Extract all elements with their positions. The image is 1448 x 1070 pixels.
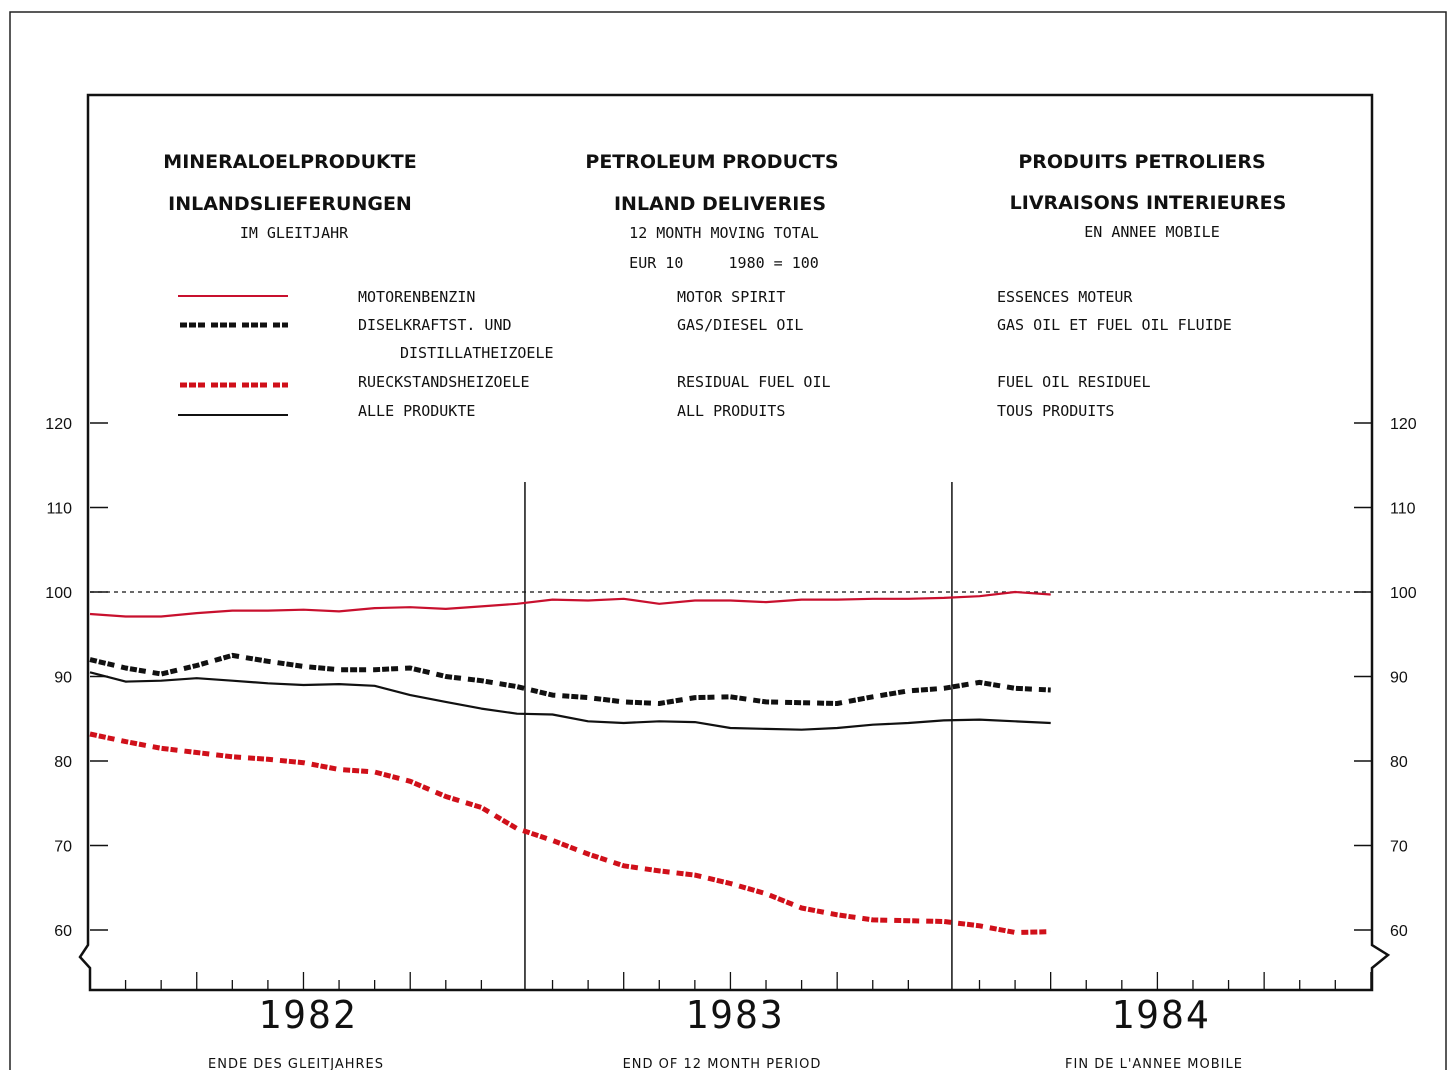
series-gas-diesel <box>89 652 1051 706</box>
header-de-title: MINERALOELPRODUKTE <box>163 151 416 173</box>
header-en-title: PETROLEUM PRODUCTS <box>585 151 838 173</box>
legend-label-en-3: ALL PRODUITS <box>677 402 785 420</box>
legend-label-en-0: MOTOR SPIRIT <box>677 288 785 306</box>
y-tick-label-right: 100 <box>1390 585 1417 602</box>
y-axis: 60 60 70 70 80 80 90 90 100 100 110 110 120 120 <box>45 416 1417 940</box>
legend-label-fr-3: TOUS PRODUITS <box>997 402 1114 420</box>
header-fr-title: PRODUITS PETROLIERS <box>1018 151 1265 173</box>
legend-label-fr-2: FUEL OIL RESIDUEL <box>997 373 1151 391</box>
legend-label-de-2: RUECKSTANDSHEIZOELE <box>358 373 530 391</box>
series-residual <box>89 731 1051 935</box>
header-en-subtitle: INLAND DELIVERIES <box>614 193 826 215</box>
legend-label-fr-0: ESSENCES MOTEUR <box>997 288 1133 306</box>
y-tick-label-left: 90 <box>54 670 72 687</box>
y-tick-label-right: 70 <box>1390 839 1408 856</box>
y-tick-label-right: 120 <box>1390 416 1417 433</box>
series-motor-spirit <box>89 590 1051 618</box>
header-de-subtitle: INLANDSLIEFERUNGEN <box>168 193 412 215</box>
legend-label-en-2: RESIDUAL FUEL OIL <box>677 373 831 391</box>
y-tick-label-left: 120 <box>45 416 72 433</box>
y-tick-label-right: 90 <box>1390 670 1408 687</box>
footer-en: END OF 12 MONTH PERIOD <box>623 1057 822 1070</box>
header-fr-note: EN ANNEE MOBILE <box>1084 223 1219 241</box>
header-en-note: 12 MONTH MOVING TOTAL <box>629 224 819 242</box>
header-en-index-note: EUR 10 1980 = 100 <box>629 254 819 272</box>
y-tick-label-right: 110 <box>1390 501 1416 518</box>
legend-label-fr-1: GAS OIL ET FUEL OIL FLUIDE <box>997 316 1232 334</box>
header-de-note: IM GLEITJAHR <box>240 224 349 242</box>
y-tick-label-right: 80 <box>1390 754 1408 771</box>
year-label-1983: 1983 <box>685 993 785 1037</box>
footer-fr: FIN DE L'ANNEE MOBILE <box>1065 1057 1243 1070</box>
legend-label-en-1: GAS/DIESEL OIL <box>677 316 803 334</box>
legend-label-de-1: DISELKRAFTST. UND <box>358 316 512 334</box>
page-frame <box>9 11 1447 1070</box>
y-tick-label-left: 100 <box>45 585 72 602</box>
y-tick-label-left: 60 <box>54 923 72 940</box>
year-label-1984: 1984 <box>1111 993 1211 1037</box>
header-fr-subtitle: LIVRAISONS INTERIEURES <box>1010 192 1287 214</box>
legend-label-de-0: MOTORENBENZIN <box>358 288 475 306</box>
series-all-products <box>89 671 1051 731</box>
series-group <box>89 590 1051 935</box>
plot-frame <box>78 93 1391 992</box>
y-tick-label-right: 60 <box>1390 923 1408 940</box>
y-tick-label-left: 110 <box>46 501 72 518</box>
legend-label-de-1b: DISTILLATHEIZOELE <box>400 344 554 362</box>
y-tick-label-left: 70 <box>54 839 72 856</box>
legend-label-de-3: ALLE PRODUKTE <box>358 402 475 420</box>
year-label-1982: 1982 <box>258 993 358 1037</box>
x-axis <box>89 482 1372 990</box>
y-tick-label-left: 80 <box>54 754 72 771</box>
footer-de: ENDE DES GLEITJAHRES <box>208 1057 384 1070</box>
